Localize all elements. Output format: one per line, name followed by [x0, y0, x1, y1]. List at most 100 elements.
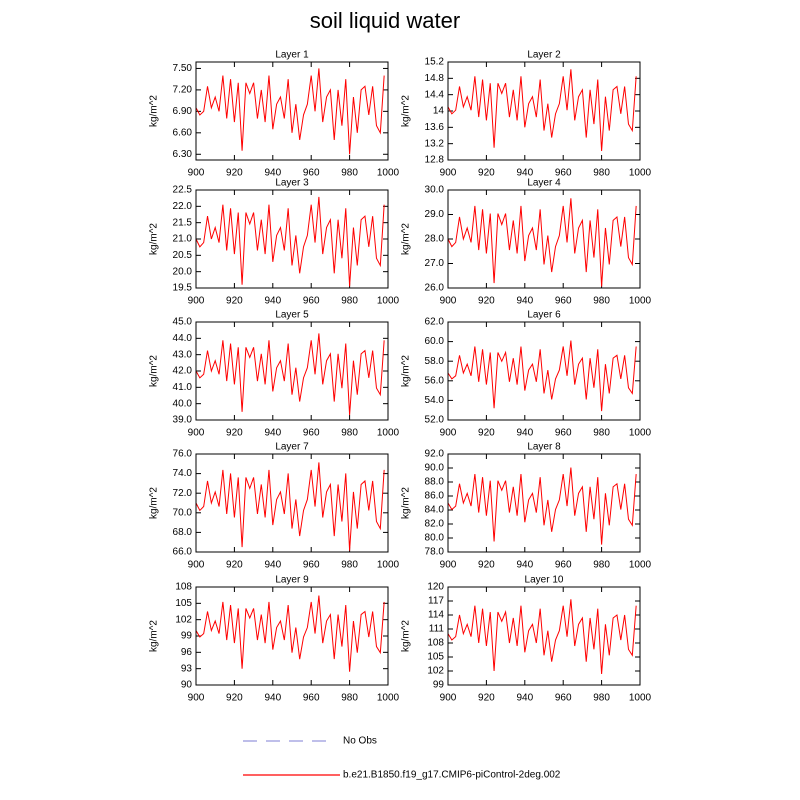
y-tick-label: 15.2 [425, 57, 445, 68]
x-tick-label: 900 [440, 428, 457, 439]
y-tick-label: 6.60 [173, 127, 193, 138]
y-tick-label: 56.0 [425, 375, 445, 386]
y-tick-label: 19.5 [173, 283, 193, 294]
x-tick-label: 1000 [629, 693, 652, 704]
x-tick-label: 960 [303, 296, 320, 307]
y-tick-label: 45.0 [173, 317, 193, 328]
y-tick-label: 96 [181, 647, 193, 658]
x-tick-label: 900 [440, 296, 457, 307]
x-tick-label: 940 [516, 693, 533, 704]
x-tick-label: 940 [516, 560, 533, 571]
y-tick-label: 84.0 [425, 505, 445, 516]
panel-title: Layer 3 [275, 178, 309, 189]
y-tick-label: 102 [427, 666, 444, 677]
y-tick-label: 13.6 [425, 122, 445, 133]
y-tick-label: 117 [428, 596, 444, 607]
x-tick-label: 900 [188, 296, 205, 307]
y-tick-label: 28.0 [425, 234, 445, 245]
y-axis-label: kg/m^2 [401, 355, 412, 387]
y-tick-label: 41.0 [173, 382, 193, 393]
x-tick-label: 980 [593, 296, 610, 307]
y-tick-label: 40.0 [173, 398, 193, 409]
y-tick-label: 52.0 [425, 415, 445, 426]
panel-title: Layer 6 [527, 310, 561, 321]
y-axis-label: kg/m^2 [149, 620, 160, 652]
y-tick-label: 120 [427, 582, 444, 593]
panel-title: Layer 8 [527, 442, 561, 453]
y-tick-label: 27.0 [425, 258, 445, 269]
x-tick-label: 920 [226, 168, 243, 179]
x-tick-label: 920 [478, 168, 495, 179]
legend-label: No Obs [343, 736, 377, 747]
y-tick-label: 90 [181, 680, 193, 691]
y-tick-label: 14 [433, 106, 445, 117]
data-line [195, 462, 385, 551]
y-tick-label: 30.0 [425, 185, 445, 196]
figure-title: soil liquid water [310, 8, 460, 33]
y-tick-label: 108 [427, 638, 444, 649]
y-axis-label: kg/m^2 [401, 223, 412, 255]
plot-frame [447, 321, 641, 421]
plot-frame [195, 586, 389, 686]
y-tick-label: 7.20 [173, 85, 193, 96]
panel-title: Layer 4 [527, 178, 561, 189]
plot-frame [447, 189, 641, 289]
y-tick-label: 114 [428, 610, 444, 621]
y-tick-label: 12.8 [425, 155, 445, 166]
y-tick-label: 99 [181, 631, 193, 642]
y-tick-label: 60.0 [425, 336, 445, 347]
y-tick-label: 111 [429, 624, 445, 635]
y-tick-label: 82.0 [425, 519, 445, 530]
y-tick-label: 105 [427, 652, 444, 663]
y-tick-label: 42.0 [173, 366, 193, 377]
y-tick-label: 21.5 [173, 217, 193, 228]
y-tick-label: 66.0 [173, 547, 193, 558]
data-line [195, 333, 385, 416]
plot-frame [195, 189, 389, 289]
x-tick-label: 900 [440, 560, 457, 571]
panel-title: Layer 9 [275, 575, 309, 586]
y-tick-label: 22.0 [173, 201, 193, 212]
panel-title: Layer 5 [275, 310, 309, 321]
x-tick-label: 980 [341, 168, 358, 179]
y-tick-label: 6.30 [173, 149, 193, 160]
x-tick-label: 960 [303, 428, 320, 439]
x-tick-label: 980 [341, 693, 358, 704]
x-tick-label: 960 [303, 560, 320, 571]
y-axis-label: kg/m^2 [401, 95, 412, 127]
y-tick-label: 62.0 [425, 317, 445, 328]
x-tick-label: 960 [555, 560, 572, 571]
y-tick-label: 44.0 [173, 333, 193, 344]
x-tick-label: 1000 [377, 693, 400, 704]
y-tick-label: 99 [433, 680, 445, 691]
y-tick-label: 86.0 [425, 491, 445, 502]
x-tick-label: 1000 [629, 296, 652, 307]
y-tick-label: 26.0 [425, 283, 445, 294]
x-tick-label: 960 [555, 168, 572, 179]
y-tick-label: 70.0 [173, 507, 193, 518]
x-tick-label: 940 [516, 428, 533, 439]
x-tick-label: 920 [478, 560, 495, 571]
y-tick-label: 29.0 [425, 209, 445, 220]
y-tick-label: 72.0 [173, 488, 193, 499]
x-tick-label: 960 [303, 693, 320, 704]
y-tick-label: 54.0 [425, 395, 445, 406]
data-line [447, 340, 637, 412]
x-tick-label: 900 [440, 693, 457, 704]
data-line [195, 68, 385, 155]
x-tick-label: 920 [226, 428, 243, 439]
x-tick-label: 920 [478, 296, 495, 307]
plot-frame [195, 453, 389, 553]
y-axis-label: kg/m^2 [401, 487, 412, 519]
y-tick-label: 21.0 [173, 234, 193, 245]
y-tick-label: 80.0 [425, 533, 445, 544]
data-line [447, 69, 637, 152]
x-tick-label: 960 [555, 693, 572, 704]
x-tick-label: 920 [226, 296, 243, 307]
data-line [195, 196, 385, 287]
x-tick-label: 980 [593, 693, 610, 704]
x-tick-label: 940 [264, 428, 281, 439]
y-tick-label: 105 [175, 598, 192, 609]
plot-frame [447, 586, 641, 686]
